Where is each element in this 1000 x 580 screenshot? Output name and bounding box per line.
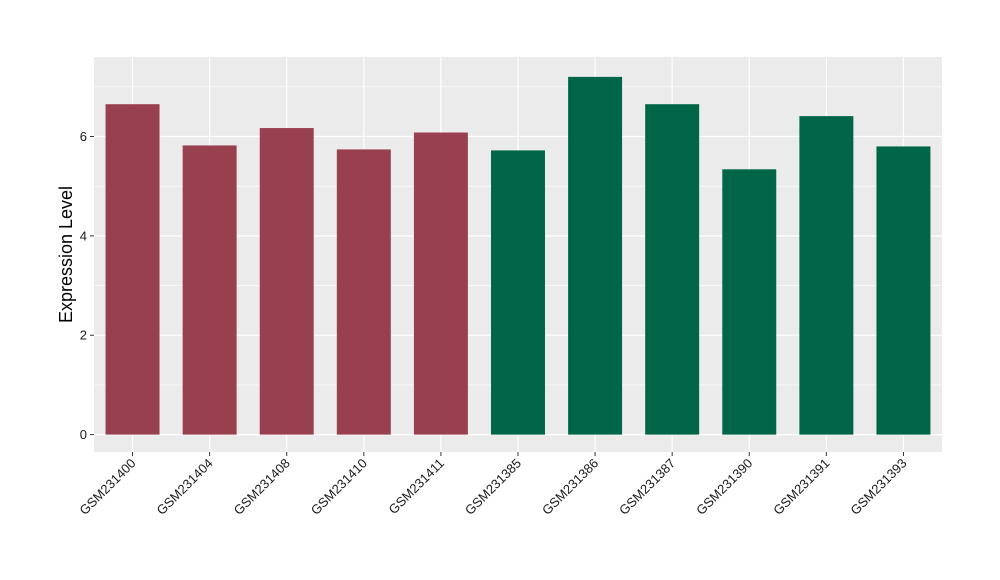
bar-GSM231400 [105,104,160,435]
x-tick-label: GSM231393 [847,456,909,518]
bar-GSM231404 [182,145,237,435]
bar-GSM231385 [491,150,545,435]
y-tick-label: 4 [80,228,87,243]
x-tick-label: GSM231391 [770,456,832,518]
y-tick-label: 0 [80,427,87,442]
bar-GSM231410 [336,149,391,435]
x-tick-label: GSM231408 [231,456,293,518]
x-tick-label: GSM231400 [76,456,138,518]
x-tick-label: GSM231411 [385,456,447,518]
x-tick-label: GSM231387 [616,456,678,518]
bar-GSM231387 [645,104,700,435]
y-axis-title: Expression Level [56,186,76,323]
bar-GSM231411 [413,132,468,435]
y-tick-label: 2 [80,328,87,343]
y-tick-label: 6 [80,129,87,144]
x-tick-label: GSM231404 [154,456,216,518]
x-tick-label: GSM231385 [462,456,524,518]
bar-GSM231386 [568,76,623,435]
x-tick-label: GSM231410 [308,456,370,518]
bar-GSM231408 [259,128,314,435]
bar-GSM231391 [799,116,854,435]
x-axis: GSM231400 GSM231404 GSM231408 GSM231410 GSM2… [76,452,910,518]
bar-GSM231390 [722,169,777,435]
x-tick-label: GSM231390 [693,456,755,518]
bar-GSM231393 [876,146,931,435]
bars [105,76,931,435]
x-tick-label: GSM231386 [539,456,601,518]
y-axis: 0 2 4 6 [80,129,94,442]
